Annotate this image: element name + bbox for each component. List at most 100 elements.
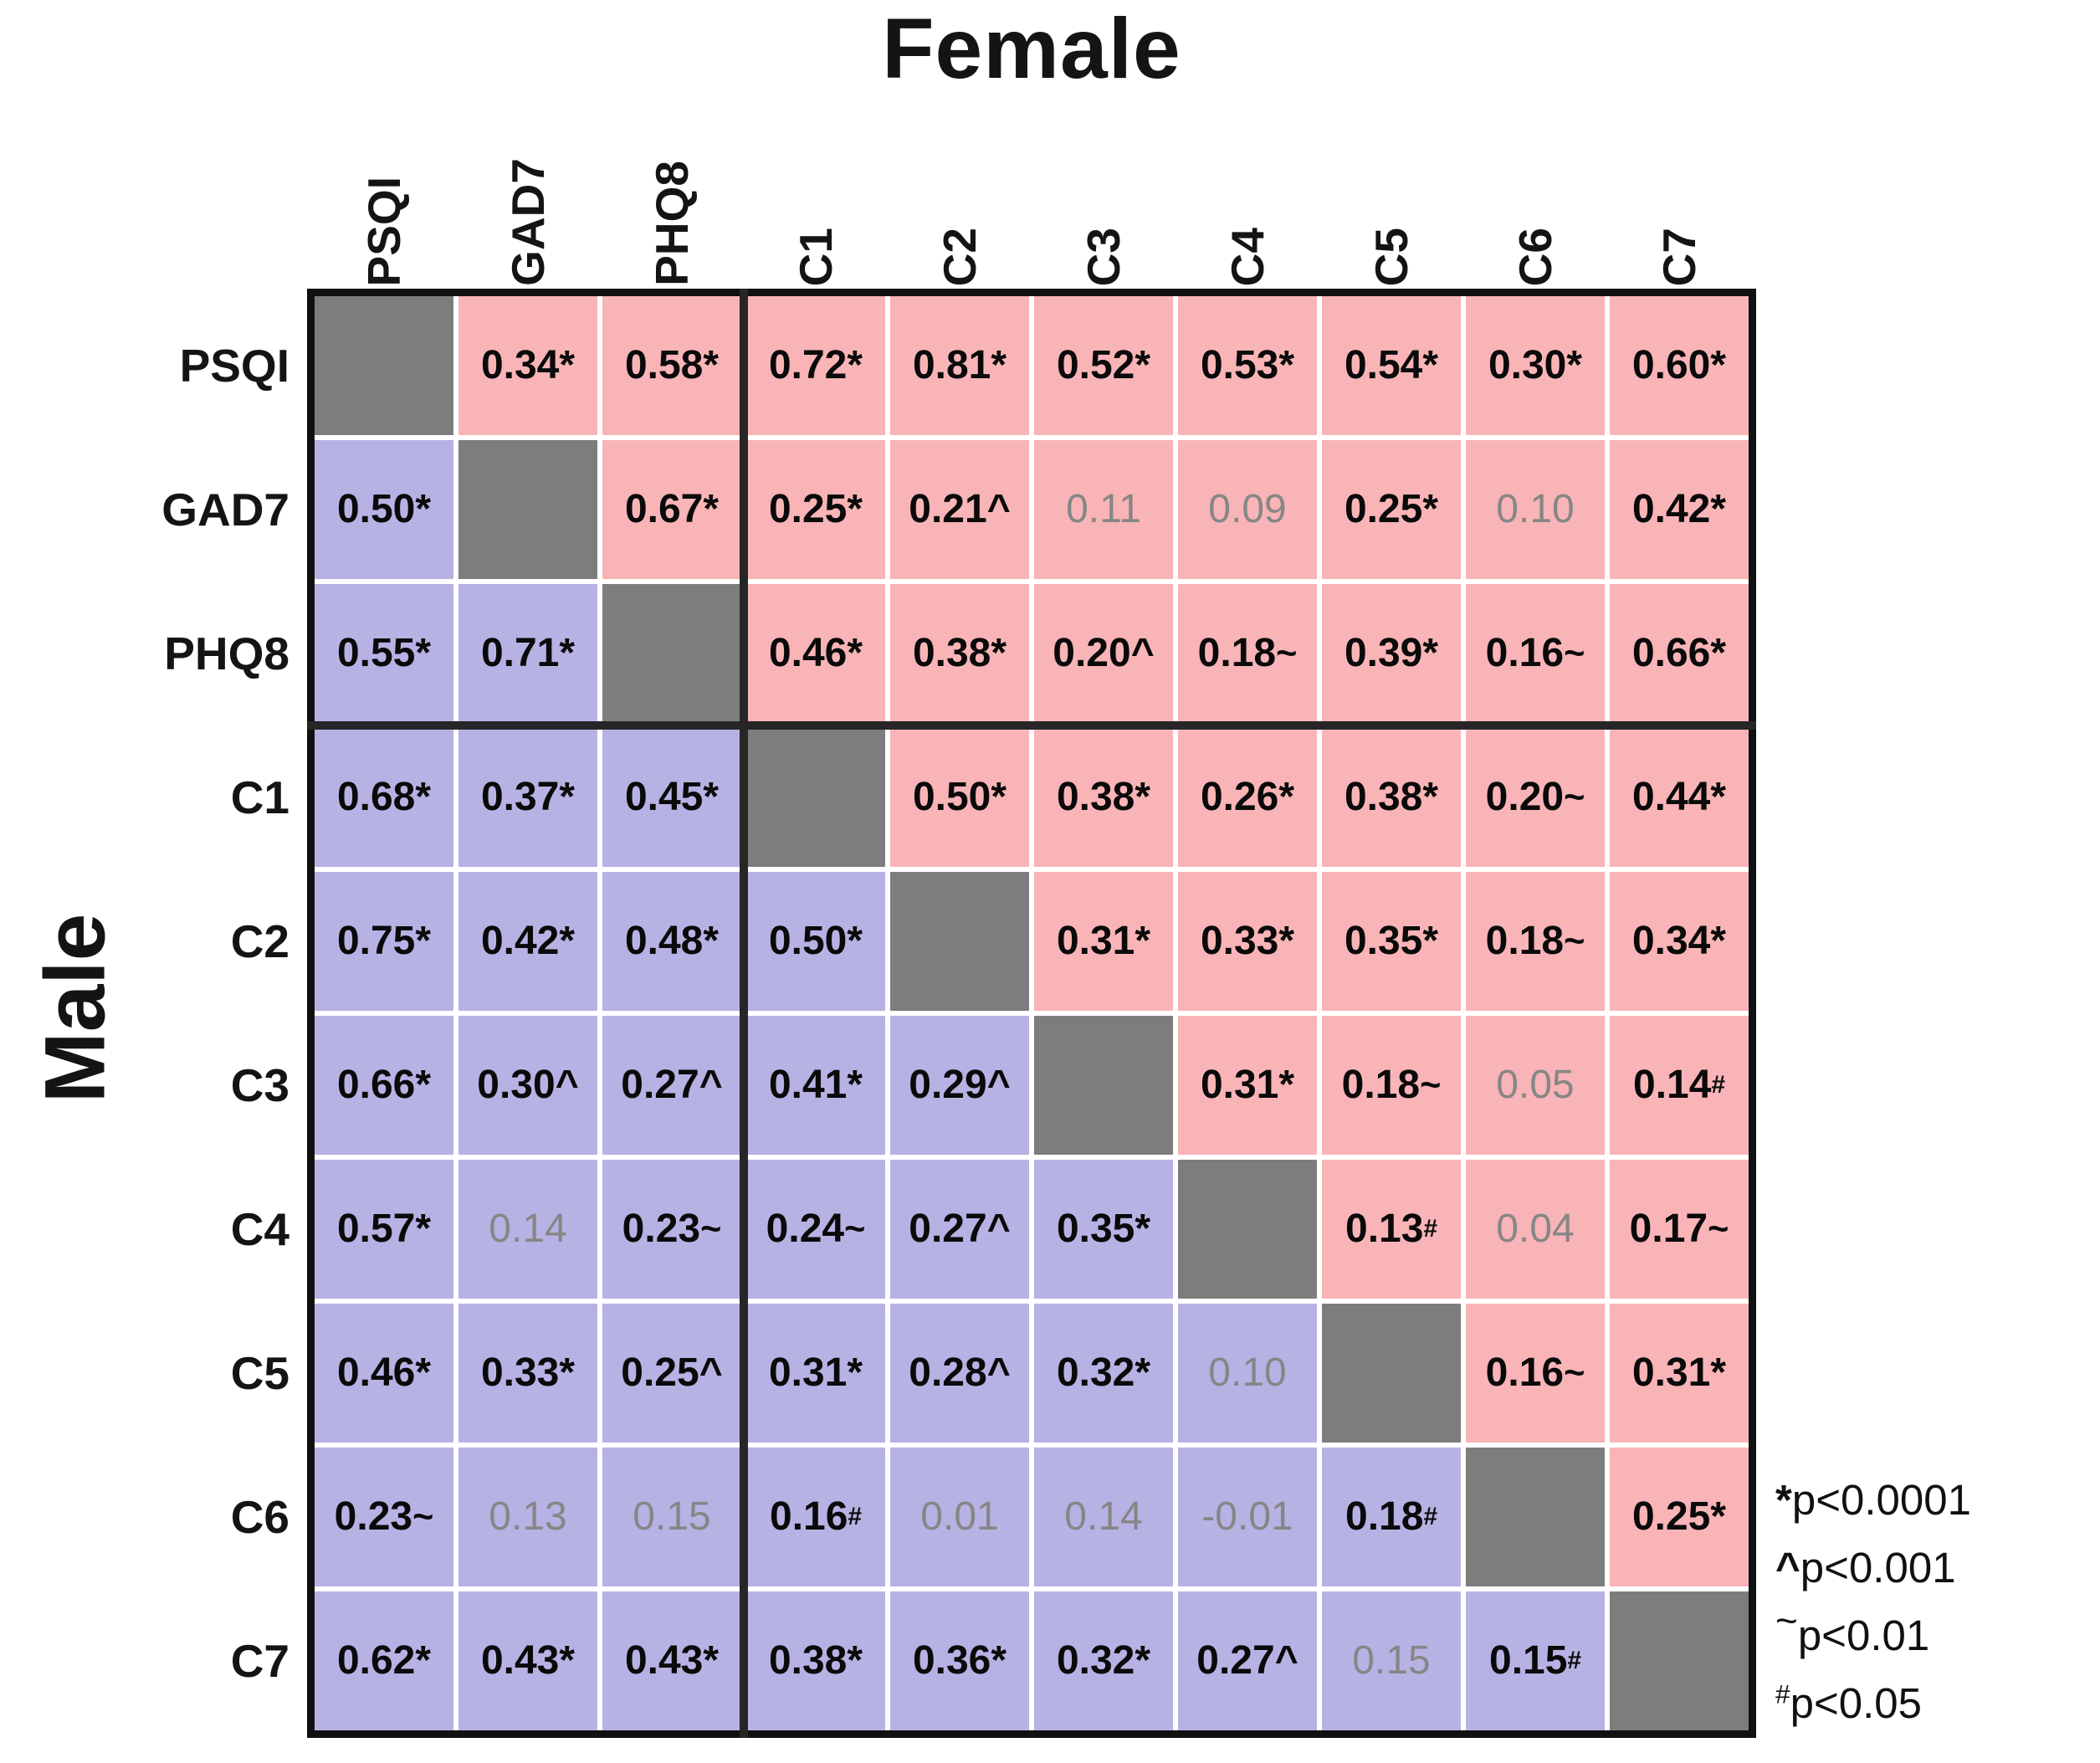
matrix-cell: 0.66 * [315,1016,453,1155]
correlation-value: 0.31 [1631,1350,1711,1395]
significance-symbol: ^ [986,1063,1011,1107]
significance-symbol: * [1710,1494,1727,1539]
correlation-value: 0.20 [1485,775,1565,819]
significance-symbol: * [703,487,720,531]
significance-symbol: * [1422,343,1439,387]
row-header-label: C7 [230,1635,289,1687]
significance-symbol: * [415,1350,432,1395]
correlation-matrix: 0.34 * 0.58 * 0.72 * 0.81 * 0.52 * 0.53 * 0.54 * 0.30 *… [307,289,1756,1738]
correlation-value: 0.67 [624,487,704,531]
correlation-value: 0.18 [1485,919,1565,963]
significance-symbol: * [1710,775,1727,819]
column-header-label: C5 [1365,227,1417,286]
matrix-cell: 0.34 * [1610,872,1749,1011]
matrix-cell: 0.25 * [1610,1448,1749,1586]
correlation-value: 0.60 [1631,343,1711,387]
row-header-label: PHQ8 [164,628,289,679]
matrix-cell: 0.18 ~ [1466,872,1605,1011]
correlation-value: 0.45 [624,775,704,819]
matrix-cell: 0.01 [890,1448,1029,1586]
matrix-cell: 0.43 * [602,1591,741,1730]
legend-text: p<0.0001 [1791,1476,1971,1524]
matrix-cell: 0.30 * [1466,296,1605,435]
correlation-value: 0.16 [1485,631,1565,675]
column-header-label: C6 [1508,227,1561,286]
correlation-value: 0.46 [336,1350,416,1395]
correlation-value: 0.50 [912,775,991,819]
correlation-value: 0.20 [1053,631,1131,675]
column-header: PSQI [315,75,453,286]
column-header: C5 [1322,75,1461,286]
correlation-value: 0.23 [334,1494,413,1539]
matrix-cell [602,584,741,723]
matrix-cell: 0.38 * [890,584,1029,723]
correlation-value: 0.25 [621,1350,699,1395]
correlation-value: 0.27 [1196,1638,1275,1683]
matrix-cell: 0.32 * [1034,1591,1173,1730]
significance-symbol: * [1278,1063,1295,1107]
correlation-value: 0.18 [1197,631,1277,675]
matrix-cell: 0.10 [1178,1304,1317,1443]
column-header-label: C1 [789,227,842,286]
column-header: C2 [890,75,1029,286]
significance-symbol: * [1135,1207,1151,1251]
matrix-cell: 0.42 * [1610,440,1749,579]
correlation-value: 0.13 [489,1494,567,1539]
correlation-value: 0.09 [1208,487,1287,531]
matrix-cell: 0.28 ^ [890,1304,1029,1443]
matrix-cell: 0.16 ~ [1466,584,1605,723]
row-header-label: C2 [230,915,289,967]
matrix-cell: 0.50 * [890,728,1029,867]
matrix-cell: 0.27 ^ [890,1160,1029,1299]
matrix-cell: 0.50 * [746,872,885,1011]
legend-item: ^p<0.001 [1775,1534,1971,1602]
matrix-cell [1466,1448,1605,1586]
significance-symbol: ^ [699,1063,723,1107]
legend-symbol: ^ [1775,1544,1800,1591]
matrix-cell: 0.39 * [1322,584,1461,723]
correlation-value: 0.24 [766,1207,845,1251]
correlation-value: 0.55 [336,631,416,675]
female-group-title: Female [882,1,1181,96]
correlation-value: 0.34 [1631,919,1711,963]
row-header-label: C3 [230,1059,289,1111]
matrix-cell: 0.42 * [458,872,597,1011]
significance-symbol: * [415,487,432,531]
correlation-value: 0.34 [480,343,560,387]
matrix-cell: 0.31 * [1178,1016,1317,1155]
matrix-cell: 0.31 * [1034,872,1173,1011]
correlation-value: 0.18 [1341,1063,1421,1107]
correlation-value: 0.53 [1200,343,1279,387]
matrix-cell [1322,1304,1461,1443]
correlation-value: 0.01 [920,1494,999,1539]
matrix-cell: 0.55 * [315,584,453,723]
matrix-cell: 0.35 * [1322,872,1461,1011]
matrix-cell: 0.15 [602,1448,741,1586]
correlation-value: 0.38 [1056,775,1135,819]
matrix-cell: 0.32 * [1034,1304,1173,1443]
matrix-cell [458,440,597,579]
significance-symbol: * [1710,487,1727,531]
column-header-label: PHQ8 [645,161,698,286]
matrix-cell: 0.30 ^ [458,1016,597,1155]
matrix-cell: 0.14 # [1610,1016,1749,1155]
significance-symbol: * [703,919,720,963]
significance-symbol: * [1135,343,1151,387]
correlation-value: 0.28 [909,1350,987,1395]
significance-symbol: * [415,1207,432,1251]
correlation-value: 0.04 [1496,1207,1575,1251]
legend-symbol: * [1775,1476,1792,1524]
significance-symbol: * [847,1063,863,1107]
matrix-cell: 0.72 * [746,296,885,435]
row-header-label: PSQI [179,340,289,392]
significance-symbol: * [847,1350,863,1395]
correlation-value: 0.15 [633,1494,711,1539]
significance-symbol: * [1422,631,1439,675]
correlation-value: 0.75 [336,919,416,963]
correlation-value: 0.66 [336,1063,416,1107]
correlation-value: 0.23 [622,1207,701,1251]
matrix-cell: 0.13 [458,1448,597,1586]
correlation-value: 0.31 [768,1350,848,1395]
correlation-value: 0.25 [1631,1494,1711,1539]
matrix-cell: 0.46 * [315,1304,453,1443]
